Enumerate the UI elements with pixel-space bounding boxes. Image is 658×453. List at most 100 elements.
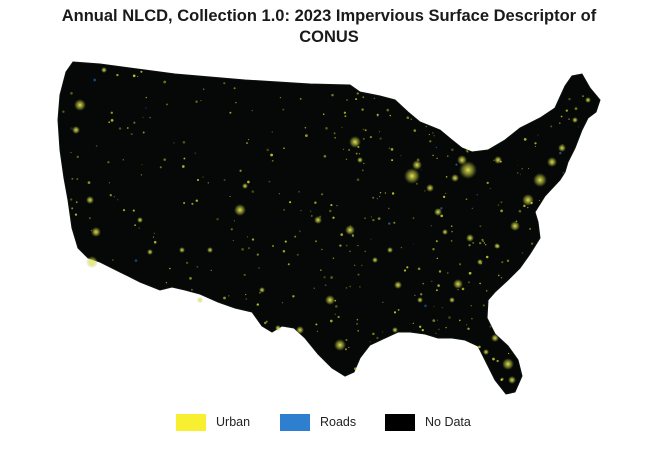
road-network	[62, 74, 584, 361]
settlement-light	[279, 96, 282, 99]
settlement-light	[442, 195, 446, 199]
settlement-light	[430, 225, 432, 227]
settlement-light	[382, 301, 384, 303]
settlement-light	[356, 92, 359, 95]
settlement-light	[351, 234, 355, 237]
settlement-light	[439, 209, 441, 211]
settlement-light	[372, 218, 375, 222]
legend-label-urban: Urban	[216, 415, 251, 429]
settlement-light	[271, 244, 275, 248]
settlement-light	[497, 204, 500, 206]
settlement-light	[436, 257, 439, 260]
settlement-light	[335, 305, 338, 308]
settlement-light	[479, 225, 482, 228]
conus-landmass	[57, 61, 601, 395]
settlement-light	[377, 217, 381, 220]
settlement-light	[425, 125, 427, 128]
urban-area-glow	[314, 216, 322, 224]
settlement-light	[562, 144, 564, 146]
settlement-light	[110, 119, 114, 122]
settlement-light	[530, 242, 534, 245]
urban-area-glow	[547, 157, 557, 167]
settlement-light	[334, 313, 336, 316]
settlement-light	[344, 115, 347, 118]
settlement-light	[229, 111, 232, 114]
settlement-light	[450, 148, 454, 152]
settlement-light	[140, 70, 143, 73]
settlement-light	[489, 325, 492, 328]
settlement-light	[496, 359, 499, 363]
map-title: Annual NLCD, Collection 1.0: 2023 Imperv…	[0, 6, 658, 48]
settlement-light	[486, 181, 489, 185]
settlement-light	[362, 128, 365, 130]
urban-area-glow	[345, 225, 355, 235]
settlement-light	[388, 207, 390, 210]
settlement-light	[364, 129, 367, 132]
urban-area-glow	[483, 349, 489, 355]
settlement-light	[329, 209, 332, 213]
settlement-light	[370, 216, 373, 218]
settlement-light	[458, 263, 462, 266]
urban-area-glow	[394, 281, 402, 289]
settlement-light	[182, 141, 186, 144]
settlement-light	[357, 145, 360, 149]
settlement-light	[432, 132, 434, 134]
settlement-light	[122, 159, 124, 161]
settlement-light	[480, 263, 482, 265]
settlement-light	[517, 172, 519, 174]
settlement-light	[266, 148, 270, 152]
settlement-light	[140, 174, 143, 176]
settlement-light	[333, 132, 336, 135]
settlement-light	[515, 220, 518, 223]
settlement-light	[355, 152, 358, 155]
settlement-light	[507, 352, 510, 355]
settlement-light	[108, 182, 111, 184]
settlement-light	[88, 217, 91, 220]
settlement-light	[436, 157, 438, 160]
settlement-light	[384, 192, 387, 194]
settlement-light	[343, 148, 345, 150]
settlement-light	[116, 198, 119, 201]
urban-area-glow	[147, 249, 153, 255]
settlement-light	[345, 244, 348, 247]
settlement-light	[378, 195, 381, 198]
settlement-light	[406, 266, 409, 269]
settlement-light	[466, 324, 468, 326]
settlement-light	[133, 121, 136, 124]
urban-area-glow	[491, 334, 499, 342]
settlement-light	[76, 155, 79, 159]
settlement-light	[451, 230, 453, 233]
settlement-light	[304, 126, 307, 129]
settlement-light	[436, 319, 438, 321]
settlement-light	[245, 293, 247, 296]
settlement-light	[489, 187, 491, 189]
settlement-light	[315, 323, 318, 326]
settlement-light	[417, 267, 421, 271]
urban-area-glow	[101, 67, 107, 73]
urban-area-glow	[572, 117, 578, 123]
settlement-light	[185, 261, 189, 265]
settlement-light	[316, 330, 318, 332]
settlement-light	[62, 110, 65, 113]
urban-area-glow	[508, 376, 516, 384]
settlement-light	[455, 163, 458, 166]
settlement-light	[245, 298, 247, 300]
settlement-light	[391, 159, 394, 162]
settlement-light	[501, 261, 504, 264]
settlement-light	[433, 306, 435, 308]
settlement-light	[568, 97, 571, 101]
urban-area-glow	[334, 339, 346, 351]
settlement-light	[415, 182, 418, 185]
settlement-light	[259, 291, 261, 294]
settlement-light	[559, 122, 561, 124]
settlement-light	[282, 108, 285, 111]
settlement-light	[479, 282, 481, 285]
urban-area-glow	[494, 243, 500, 249]
settlement-light	[406, 116, 410, 120]
urban-area-glow	[296, 326, 304, 334]
settlement-light	[207, 182, 209, 184]
settlement-light	[348, 148, 351, 151]
settlement-light	[348, 346, 350, 349]
settlement-light	[75, 201, 78, 203]
